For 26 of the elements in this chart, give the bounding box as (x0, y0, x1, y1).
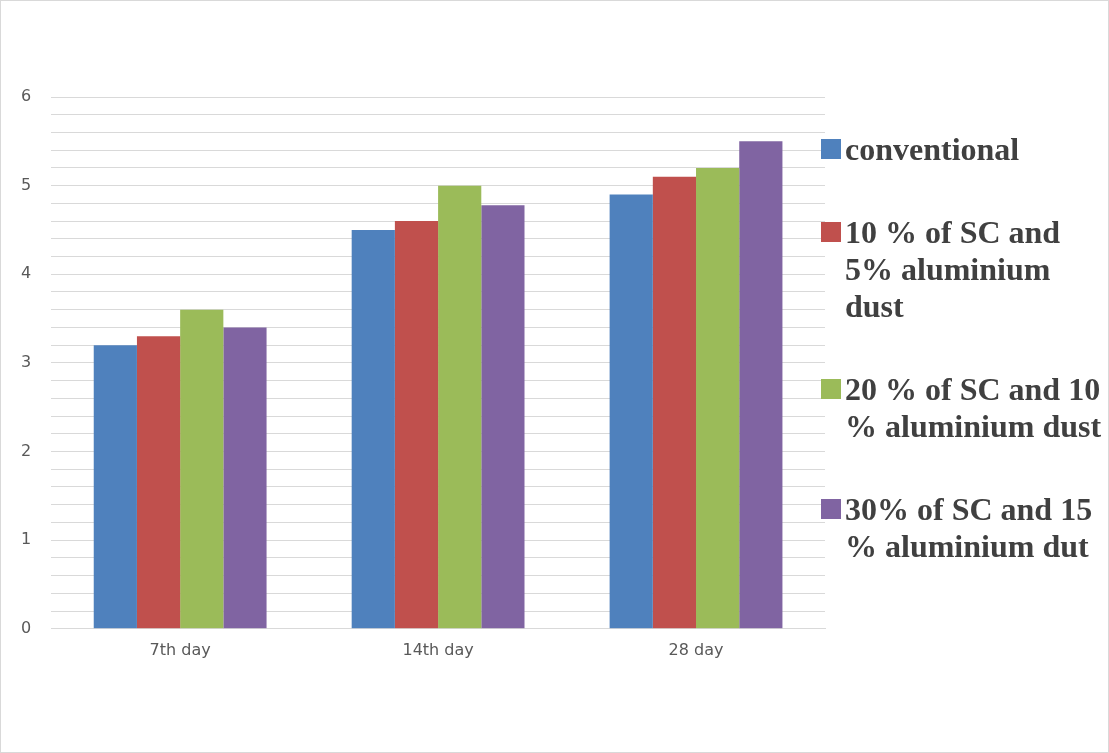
bar (351, 229, 395, 629)
bar (136, 336, 181, 629)
y-tick-label: 6 (20, 86, 32, 106)
y-tick-label: 4 (20, 263, 32, 283)
bar (93, 345, 137, 629)
bar (481, 205, 525, 629)
bar (652, 176, 697, 629)
legend-label: conventional (845, 131, 1020, 168)
bar (223, 327, 267, 629)
bar (180, 309, 224, 629)
bar (696, 167, 740, 629)
bar (609, 194, 653, 629)
y-tick-label: 0 (20, 617, 32, 637)
legend-label: 30% of SC and 15 % aluminium dut (845, 491, 1094, 565)
x-tick-label: 14th day (402, 639, 474, 659)
y-tick-label: 3 (20, 352, 32, 372)
y-tick-label: 2 (20, 440, 32, 460)
x-tick-label: 28 day (668, 639, 724, 659)
bar (739, 141, 783, 629)
x-tick-label: 7th day (149, 639, 211, 659)
bar (438, 185, 482, 629)
legend-label: 20 % of SC and 10 % aluminium dust (845, 371, 1103, 445)
bar (394, 221, 439, 629)
legend-label: 10 % of SC and 5% aluminium dust (845, 214, 1062, 325)
y-tick-label: 5 (20, 174, 32, 194)
y-tick-label: 1 (20, 529, 32, 549)
